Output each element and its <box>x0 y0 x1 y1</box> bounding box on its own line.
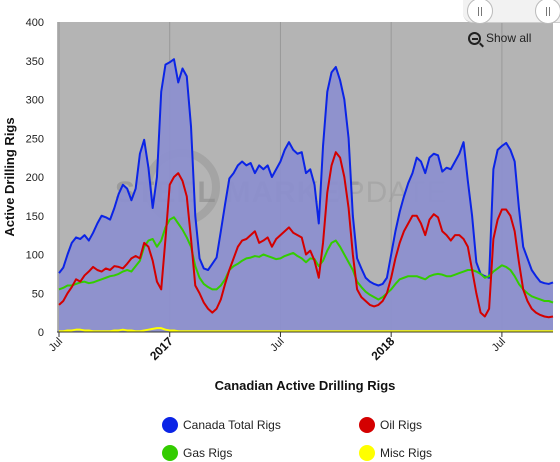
canada-total-rigs-line <box>58 58 554 287</box>
y-tick-label: 400 <box>26 17 44 29</box>
legend: Canada Total Rigs Oil Rigs Gas Rigs Misc Ri… <box>162 417 432 461</box>
y-tick-label: 300 <box>26 95 44 107</box>
show-all-button[interactable]: Show all <box>466 26 546 50</box>
series-layer <box>58 58 554 333</box>
zoom-out-icon <box>468 31 481 45</box>
y-axis-ticks: 0 50 100 150 200 250 300 350 400 <box>26 17 44 339</box>
misc-rigs-line <box>59 327 553 333</box>
legend-label: Canada Total Rigs <box>183 418 281 432</box>
legend-item-gas-rigs[interactable]: Gas Rigs <box>162 445 232 461</box>
y-axis-title: Active Drilling Rigs <box>2 117 17 236</box>
oil-rigs-line <box>58 151 554 319</box>
legend-marker <box>359 445 375 461</box>
legend-item-misc-rigs[interactable]: Misc Rigs <box>359 445 432 461</box>
canada-total-rigs-area <box>59 59 553 332</box>
legend-label: Gas Rigs <box>183 446 232 460</box>
legend-item-canada-total-rigs[interactable]: Canada Total Rigs <box>162 417 281 433</box>
legend-label: Oil Rigs <box>380 418 422 432</box>
range-navigator[interactable] <box>463 0 560 24</box>
navigator-right-handle[interactable] <box>535 0 560 24</box>
show-all-label: Show all <box>486 31 532 45</box>
y-tick-label: 350 <box>26 56 44 68</box>
y-tick-label: 0 <box>38 327 44 339</box>
legend-item-oil-rigs[interactable]: Oil Rigs <box>359 417 422 433</box>
y-tick-label: 50 <box>32 288 44 300</box>
navigator-left-handle[interactable] <box>467 0 493 24</box>
y-tick-label: 100 <box>26 250 44 262</box>
y-tick-label: 250 <box>26 133 44 145</box>
legend-marker <box>162 417 178 433</box>
y-tick-label: 150 <box>26 211 44 223</box>
legend-marker <box>359 417 375 433</box>
y-tick-label: 200 <box>26 172 44 184</box>
x-axis-title: Canadian Active Drilling Rigs <box>215 378 396 393</box>
legend-label: Misc Rigs <box>380 446 432 460</box>
legend-marker <box>162 445 178 461</box>
